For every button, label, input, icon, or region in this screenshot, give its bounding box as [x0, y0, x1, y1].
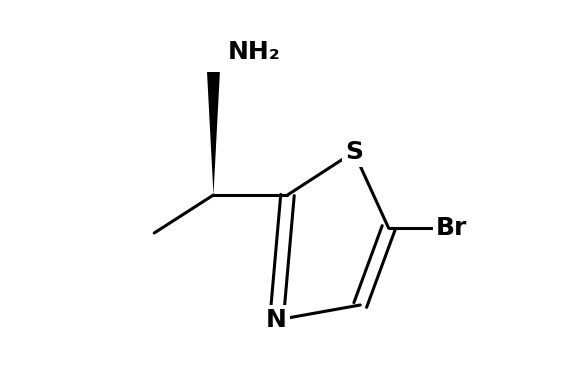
Text: Br: Br	[436, 216, 468, 240]
Text: N: N	[266, 308, 287, 332]
Text: S: S	[345, 140, 363, 164]
Text: NH₂: NH₂	[228, 40, 280, 64]
Polygon shape	[207, 72, 220, 195]
